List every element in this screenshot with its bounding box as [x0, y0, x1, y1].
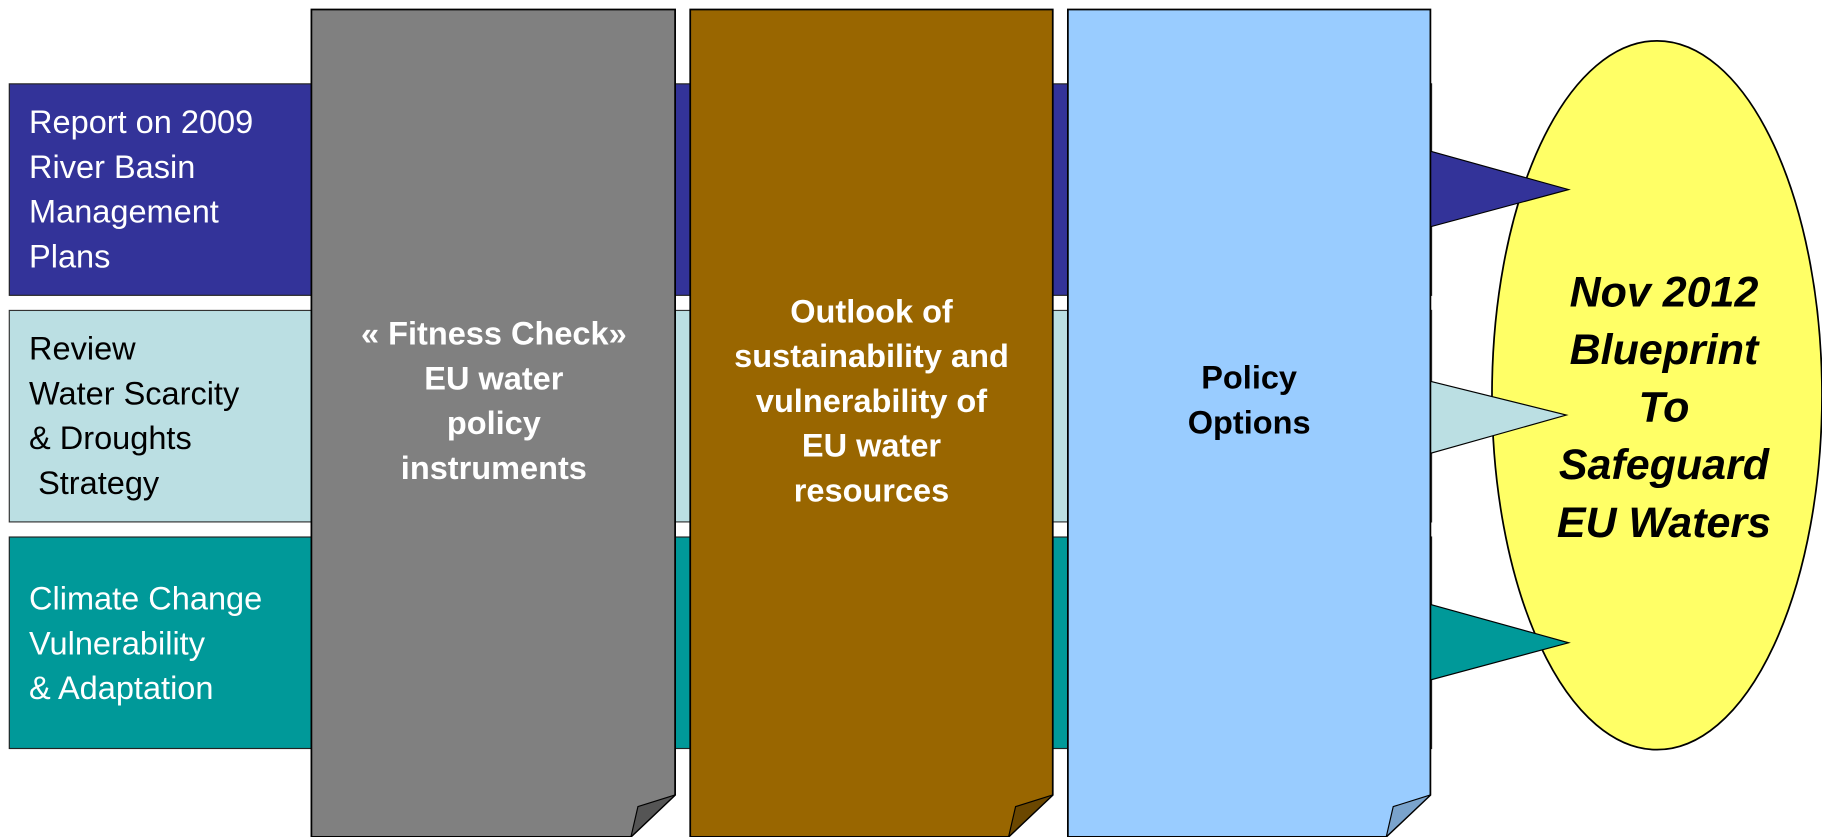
document-label: sustainability and: [734, 338, 1009, 374]
document-label: « Fitness Check»: [361, 316, 627, 352]
document-label: instruments: [401, 450, 587, 486]
document-fold: [630, 794, 676, 837]
document-label: resources: [794, 472, 949, 508]
target-label: Safeguard: [1559, 441, 1770, 489]
document-label: EU water: [424, 360, 563, 396]
row-label: & Droughts: [29, 420, 192, 456]
row-label: River Basin: [29, 149, 195, 185]
row-label: Review: [29, 331, 136, 367]
row-label: Vulnerability: [29, 625, 206, 661]
target-label: Blueprint: [1570, 326, 1760, 374]
row-label: Water Scarcity: [29, 375, 240, 411]
document-label: Outlook of: [790, 294, 953, 330]
row-label: Climate Change: [29, 581, 262, 617]
row-label: Management: [29, 194, 219, 230]
row-label: & Adaptation: [29, 670, 213, 706]
target-label: EU Waters: [1557, 499, 1771, 547]
target-ellipse: [1491, 40, 1822, 751]
document-label: vulnerability of: [756, 383, 987, 419]
document-label: policy: [447, 405, 541, 441]
document: [689, 8, 1054, 837]
target-label: To: [1639, 384, 1690, 432]
document-label: Options: [1188, 404, 1311, 440]
row-label: Plans: [29, 238, 110, 274]
document-label: EU water: [802, 428, 941, 464]
target-label: Nov 2012: [1570, 269, 1759, 317]
document-fold: [1007, 794, 1054, 837]
row-label: Strategy: [29, 465, 160, 501]
document-fold: [1385, 794, 1431, 837]
row-label: Report on 2009: [29, 104, 253, 140]
document-label: Policy: [1201, 360, 1297, 396]
